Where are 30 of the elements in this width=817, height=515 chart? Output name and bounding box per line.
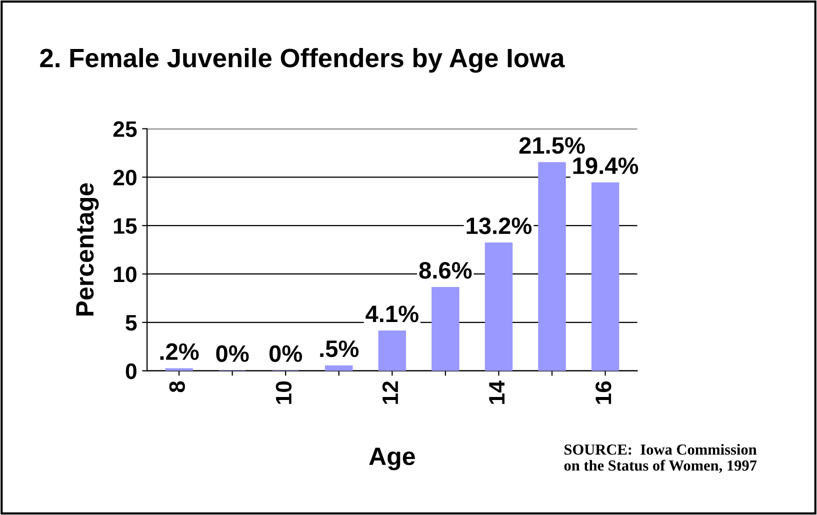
data-label: .5%: [320, 340, 359, 358]
bar: [378, 330, 406, 371]
data-label: 0%: [269, 345, 302, 362]
x-axis-title: Age: [369, 448, 415, 470]
data-label: 19.4%: [573, 157, 638, 174]
y-tick-label: 25: [113, 121, 137, 138]
data-label: 4.1%: [366, 306, 418, 322]
bar: [325, 365, 353, 371]
y-tick-label: 10: [114, 266, 136, 282]
x-tick-label: 10: [276, 381, 292, 404]
y-tick-label: 5: [126, 315, 137, 331]
y-tick-label: 15: [114, 218, 137, 234]
y-tick-label: 20: [113, 170, 136, 186]
data-label: .2%: [160, 343, 199, 360]
bar: [538, 162, 566, 371]
bar: [432, 286, 460, 371]
data-label: 13.2%: [466, 217, 532, 234]
y-tick-label: 0: [126, 363, 136, 380]
x-tick-label: 8: [169, 381, 185, 392]
y-axis-title: Percentage: [76, 183, 99, 316]
x-tick-label: 16: [596, 381, 612, 404]
x-tick-label: 12: [382, 381, 398, 404]
source-note: SOURCE: Iowa Commission on the Status of Women, 1997: [564, 444, 757, 473]
x-tick-label: 14: [489, 380, 504, 404]
chart-title: 2. Female Juvenile Offenders by Age Iowa: [40, 48, 565, 73]
bar: [484, 242, 513, 371]
data-label: 0%: [216, 345, 249, 362]
data-label: 8.6%: [419, 262, 472, 279]
bar: [591, 182, 620, 371]
data-label: 21.5%: [519, 137, 585, 154]
